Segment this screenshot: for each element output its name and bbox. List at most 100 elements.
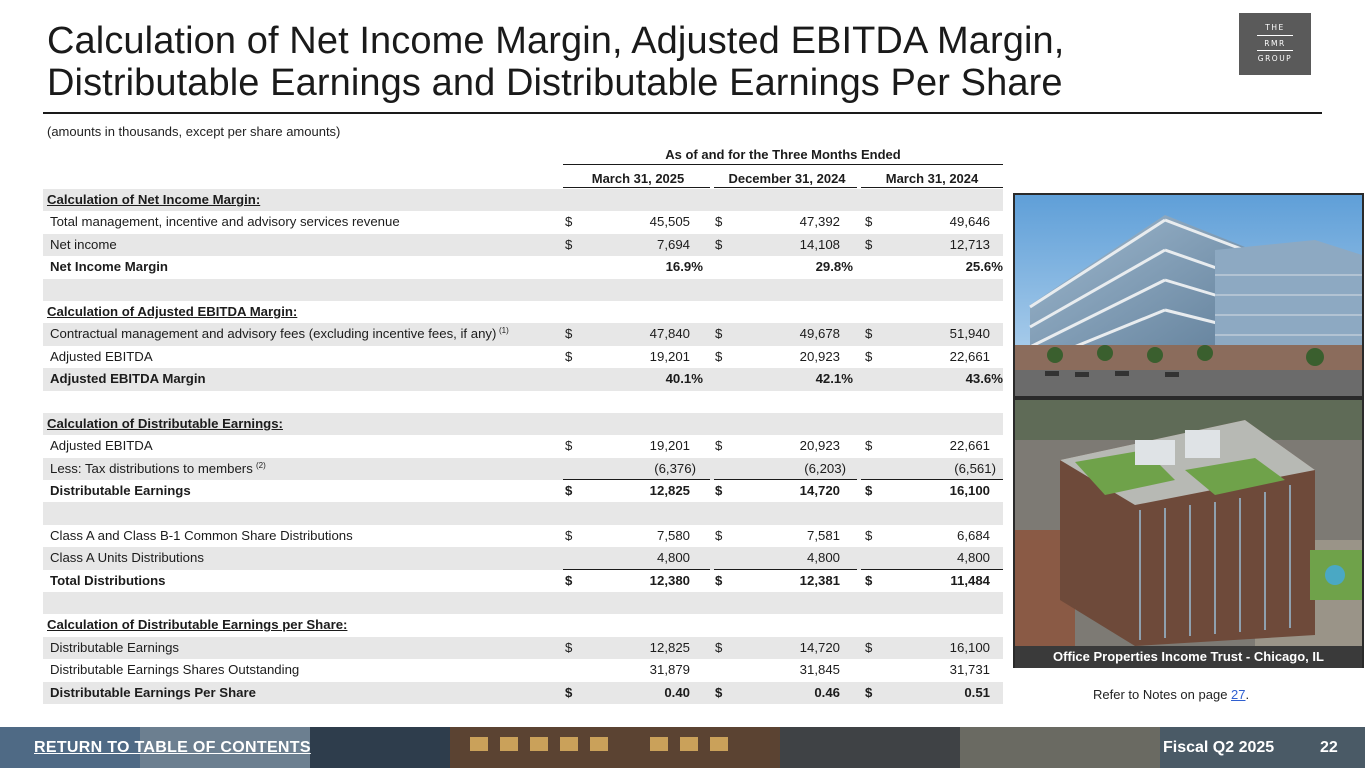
subtotal-rule <box>563 568 710 570</box>
currency-symbol: $ <box>865 438 873 454</box>
cell-value: (6,376) <box>654 460 696 476</box>
cell-value: 20,923 <box>799 348 840 364</box>
amounts-note: (amounts in thousands, except per share … <box>47 124 341 139</box>
return-to-toc-link[interactable]: RETURN TO TABLE OF CONTENTS <box>34 739 311 756</box>
cell-value: 20,923 <box>799 438 840 454</box>
cell-value: 22,661 <box>949 438 990 454</box>
cell-value: 31,845 <box>799 662 840 678</box>
column-header: March 31, 2025 <box>591 171 685 186</box>
table-row: Distributable Earnings $12,825 $14,720 $16,… <box>43 480 1003 507</box>
currency-symbol: $ <box>715 326 723 342</box>
cell-value: 16,100 <box>949 639 990 655</box>
footer-bar <box>0 727 1365 768</box>
spacer-row <box>43 391 1003 413</box>
currency-symbol: $ <box>565 572 573 588</box>
row-label: Contractual management and advisory fees… <box>50 326 497 342</box>
cell-value: 7,581 <box>806 527 840 543</box>
subtotal-rule <box>563 479 710 481</box>
cell-value: 49,678 <box>799 326 840 342</box>
currency-symbol: $ <box>715 348 723 364</box>
cell-value: 47,840 <box>649 326 690 342</box>
section-header-row: Calculation of Distributable Earnings pe… <box>43 614 1003 636</box>
cell-value: 22,661 <box>949 348 990 364</box>
subtotal-rule <box>714 479 857 481</box>
currency-symbol: $ <box>865 639 873 655</box>
row-label: Adjusted EBITDA <box>50 348 153 364</box>
row-label: Distributable Earnings <box>50 639 180 655</box>
currency-symbol: $ <box>715 438 723 454</box>
cell-value: 0.51 <box>964 684 990 700</box>
logo-line-1: THE <box>1265 23 1285 32</box>
logo-divider-top <box>1257 35 1293 36</box>
currency-symbol: $ <box>865 326 873 342</box>
row-label: Adjusted EBITDA Margin <box>50 371 206 387</box>
currency-symbol: $ <box>565 438 573 454</box>
currency-symbol: $ <box>565 639 573 655</box>
cell-value: 47,392 <box>799 214 840 230</box>
row-label: Less: Tax distributions to members <box>50 460 253 476</box>
cell-value: 43.6% <box>965 371 1003 387</box>
notes-reference-suffix: . <box>1245 687 1250 702</box>
period-header: As of and for the Three Months Ended <box>665 147 901 162</box>
currency-symbol: $ <box>715 639 723 655</box>
spacer-row <box>43 502 1003 525</box>
period-header-rule <box>563 164 1003 165</box>
subtotal-rule <box>714 568 857 570</box>
cell-value: 25.6% <box>965 259 1003 275</box>
cell-value: 19,201 <box>649 348 690 364</box>
column-header: December 31, 2024 <box>728 171 846 186</box>
subtotal-rule <box>861 568 1003 570</box>
section-title: Calculation of Net Income Margin: <box>47 192 261 207</box>
row-label: Distributable Earnings <box>50 483 191 499</box>
table-row: Net income $7,694 $14,108 $12,713 <box>43 233 1003 257</box>
section-title: Calculation of Adjusted EBITDA Margin: <box>47 303 298 319</box>
notes-page-link[interactable]: 27 <box>1231 687 1246 702</box>
cell-value: 19,201 <box>649 438 690 454</box>
table-row: Distributable Earnings Per Share $0.40 $0.… <box>43 681 1003 704</box>
logo-line-2: RMR <box>1264 39 1286 48</box>
cell-value: 0.46 <box>814 684 840 700</box>
table-row: Adjusted EBITDA Margin 40.1% 42.1% 43.6% <box>43 368 1003 391</box>
cell-value: 16,100 <box>949 483 990 499</box>
section-title: Calculation of Distributable Earnings pe… <box>47 617 348 633</box>
column-header-rule <box>714 187 857 188</box>
spacer-row <box>43 592 1003 615</box>
section-header-row: Calculation of Distributable Earnings: <box>43 412 1003 436</box>
cell-value: 4,800 <box>656 550 690 566</box>
building-photo-aerial <box>1015 400 1362 646</box>
currency-symbol: $ <box>865 236 873 252</box>
photo-caption: Office Properties Income Trust - Chicago… <box>1015 646 1362 668</box>
cell-value: 31,879 <box>649 662 690 678</box>
financial-table: Calculation of Net Income Margin: Total m… <box>43 189 1003 704</box>
currency-symbol: $ <box>865 483 873 499</box>
cell-value: 51,940 <box>949 326 990 342</box>
currency-symbol: $ <box>865 527 873 543</box>
currency-symbol: $ <box>565 326 573 342</box>
row-label: Adjusted EBITDA <box>50 438 153 454</box>
notes-reference: Refer to Notes on page 27. <box>1093 687 1249 702</box>
cell-value: 49,646 <box>949 214 990 230</box>
footnote-marker: (1) <box>499 326 509 336</box>
row-label: Total management, incentive and advisory… <box>50 214 400 230</box>
column-header-rule <box>861 187 1003 188</box>
cell-value: 4,800 <box>806 550 840 566</box>
cell-value: 12,381 <box>799 572 840 588</box>
table-row: Adjusted EBITDA $19,201 $20,923 $22,661 <box>43 346 1003 368</box>
footer-background-image <box>0 727 1365 768</box>
currency-symbol: $ <box>565 527 573 543</box>
cell-value: (6,561) <box>954 460 996 476</box>
cell-value: 7,694 <box>656 236 690 252</box>
cell-value: 14,108 <box>799 236 840 252</box>
building-photo-street <box>1015 195 1362 396</box>
cell-value: 45,505 <box>649 214 690 230</box>
table-row: Adjusted EBITDA $19,201 $20,923 $22,661 <box>43 435 1003 457</box>
cell-value: 31,731 <box>949 662 990 678</box>
cell-value: 0.40 <box>664 684 690 700</box>
section-header-row: Calculation of Adjusted EBITDA Margin: <box>43 301 1003 323</box>
rmr-logo: THE RMR GROUP <box>1239 13 1311 75</box>
row-label: Net income <box>50 236 117 252</box>
table-row: Total Distributions $12,380 $12,381 $11,484 <box>43 570 1003 597</box>
building-photo-aerial-image <box>1015 400 1362 646</box>
currency-symbol: $ <box>865 348 873 364</box>
row-label: Distributable Earnings Per Share <box>50 684 256 700</box>
